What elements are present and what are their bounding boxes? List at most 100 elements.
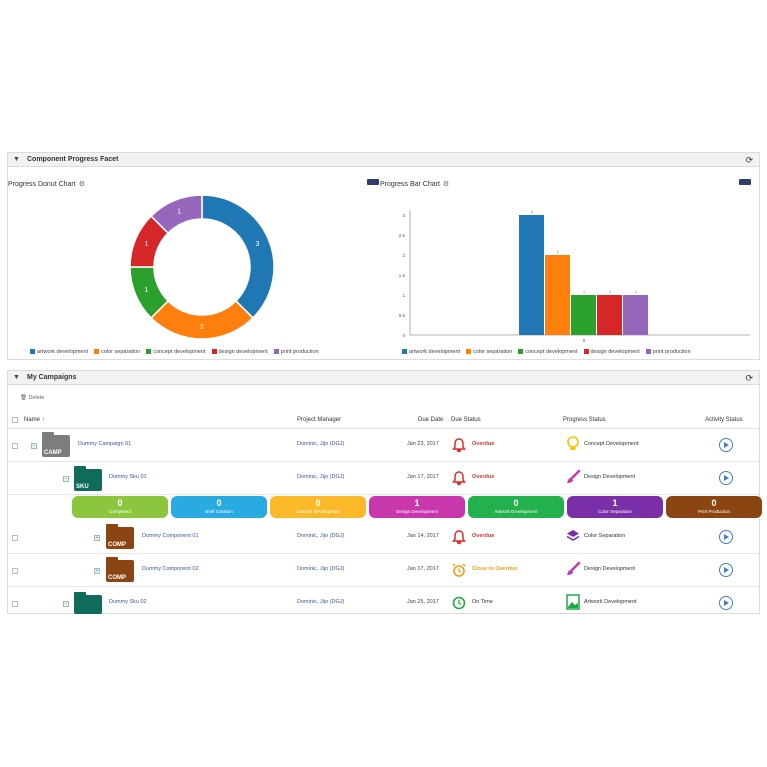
- table-row[interactable]: − SKU Dummy Sku 01 Dominic, Jijo (DGJ) J…: [8, 462, 759, 495]
- donut-slice-color-separation[interactable]: [150, 299, 254, 340]
- legend-item[interactable]: color separation: [466, 349, 512, 355]
- row-checkbox[interactable]: [12, 568, 18, 574]
- bar-concept-development[interactable]: [571, 295, 596, 335]
- row-name-link[interactable]: Dummy Sku 02: [109, 599, 147, 605]
- legend-item[interactable]: design development: [583, 349, 640, 355]
- legend-item[interactable]: artwork development: [402, 349, 460, 355]
- due-date: Jan 23, 2017: [407, 441, 439, 447]
- column-name[interactable]: Name ↑: [24, 417, 45, 423]
- column-project-manager[interactable]: Project Manager: [297, 417, 342, 423]
- panel-title: My Campaigns: [27, 374, 77, 381]
- y-tick-label: 0: [402, 333, 405, 338]
- donut-chart: 3 2 1 1 1: [129, 195, 275, 340]
- project-manager-link[interactable]: Dominic, Jijo (DGJ): [297, 599, 345, 605]
- legend-item[interactable]: design development: [211, 349, 268, 355]
- collapse-row-icon[interactable]: −: [31, 443, 37, 449]
- folder-label: CAMP: [44, 450, 62, 456]
- refresh-icon[interactable]: ⟳: [745, 155, 753, 165]
- legend-item[interactable]: print production: [273, 349, 319, 355]
- pill-count: 1: [414, 498, 420, 508]
- play-activity-icon[interactable]: [719, 471, 733, 485]
- bar-print-production[interactable]: [623, 295, 648, 335]
- legend-item[interactable]: color separation: [94, 349, 140, 355]
- column-progress-status[interactable]: Progress Status: [563, 417, 606, 423]
- bar-value-label: 1: [635, 289, 638, 294]
- refresh-icon[interactable]: ⟳: [745, 373, 753, 383]
- pill-label: Design Development: [396, 509, 438, 514]
- progress-pill-artwork-development[interactable]: 0 Artwork Development: [468, 496, 564, 518]
- due-status: Overdue: [472, 533, 495, 539]
- campaign-folder-icon: CAMP: [42, 432, 70, 457]
- y-tick-label: 2: [402, 253, 405, 258]
- project-manager-link[interactable]: Dominic, Jijo (DGJ): [297, 533, 345, 539]
- table-row[interactable]: − Dummy Sku 02 Dominic, Jijo (DGJ) Jan 2…: [8, 587, 759, 614]
- project-manager-link[interactable]: Dominic, Jijo (DGJ): [297, 566, 345, 572]
- collapse-caret-icon[interactable]: ▼: [13, 374, 20, 381]
- paintbrush-icon: [567, 469, 581, 483]
- collapse-caret-icon[interactable]: ▼: [13, 156, 20, 163]
- sku-folder-icon: [74, 592, 102, 614]
- legend-item[interactable]: concept development: [146, 349, 206, 355]
- legend-item[interactable]: print production: [645, 349, 691, 355]
- select-all-checkbox[interactable]: [12, 417, 18, 423]
- column-activity-status[interactable]: Activity Status: [705, 417, 743, 423]
- panel-header: ▼ My Campaigns ⟳: [8, 371, 759, 385]
- bar-chart-title-text: Progress Bar Chart: [380, 181, 440, 188]
- table-row[interactable]: + COMP Dummy Component 02 Dominic, Jijo …: [8, 554, 759, 587]
- due-date: Jan 17, 2017: [407, 566, 439, 572]
- gear-icon[interactable]: ⚙: [442, 181, 450, 188]
- legend-label: design development: [218, 349, 268, 355]
- collapse-row-icon[interactable]: −: [63, 476, 69, 482]
- progress-pill-design-development[interactable]: 1 Design Development: [369, 496, 465, 518]
- sort-up-icon[interactable]: ↑: [41, 417, 45, 423]
- collapse-row-icon[interactable]: −: [63, 601, 69, 607]
- gear-icon[interactable]: ⚙: [78, 181, 85, 188]
- progress-pill-completed[interactable]: 0 Completed: [72, 496, 168, 518]
- progress-pill-color-separation[interactable]: 1 Color Separation: [567, 496, 663, 518]
- bell-icon: [452, 471, 466, 486]
- chart-toggle-icon[interactable]: [367, 179, 379, 185]
- expand-row-icon[interactable]: +: [94, 535, 100, 541]
- y-tick-label: 1.5: [399, 273, 406, 278]
- column-due-status[interactable]: Due Status: [451, 417, 481, 423]
- bar-color-separation[interactable]: [545, 255, 570, 335]
- bar-design-development[interactable]: [597, 295, 622, 335]
- row-checkbox[interactable]: [12, 443, 18, 449]
- pill-label: Brief Creation: [205, 509, 233, 514]
- row-name-link[interactable]: Dummy Component 02: [142, 566, 199, 572]
- legend-label: print production: [280, 349, 319, 355]
- play-activity-icon[interactable]: [719, 530, 733, 544]
- column-due-date[interactable]: Due Date: [418, 417, 444, 423]
- donut-slice-label: 1: [177, 209, 181, 216]
- row-name-link[interactable]: Dummy Component 01: [142, 533, 199, 539]
- legend-label: artwork development: [37, 349, 89, 355]
- play-activity-icon[interactable]: [719, 563, 733, 577]
- play-activity-icon[interactable]: [719, 438, 733, 452]
- table-row[interactable]: + COMP Dummy Component 01 Dominic, Jijo …: [8, 521, 759, 554]
- progress-pill-print-production[interactable]: 0 Print Production: [666, 496, 762, 518]
- progress-pill-concept-development[interactable]: 0 Concept Development: [270, 496, 366, 518]
- donut-slice-artwork-development[interactable]: [201, 195, 275, 319]
- row-name-link[interactable]: Dummy Sku 01: [109, 474, 147, 480]
- donut-slice-print-production[interactable]: [150, 195, 203, 235]
- row-checkbox[interactable]: [12, 535, 18, 541]
- legend-item[interactable]: artwork development: [30, 349, 88, 355]
- play-activity-icon[interactable]: [719, 596, 733, 610]
- bar-artwork-development[interactable]: [519, 215, 544, 335]
- trash-icon: 🗑: [20, 395, 27, 401]
- pill-count: 0: [315, 498, 321, 508]
- delete-button[interactable]: 🗑 Delete: [20, 395, 44, 401]
- progress-status: Color Separation: [584, 533, 626, 539]
- row-checkbox[interactable]: [12, 601, 18, 607]
- expand-row-icon[interactable]: +: [94, 568, 100, 574]
- sku-folder-icon: SKU: [74, 466, 102, 491]
- row-name-link[interactable]: Dummy Campaign 01: [78, 441, 132, 447]
- export-icon[interactable]: [739, 179, 751, 185]
- table-row[interactable]: − CAMP Dummy Campaign 01 Dominic, Jijo (…: [8, 429, 759, 462]
- legend-item[interactable]: concept development: [518, 349, 578, 355]
- progress-status: Concept Development: [584, 441, 639, 447]
- progress-pill-brief-creation[interactable]: 0 Brief Creation: [171, 496, 267, 518]
- folder-label: SKU: [76, 484, 89, 490]
- project-manager-link[interactable]: Dominic, Jijo (DGJ): [297, 441, 345, 447]
- project-manager-link[interactable]: Dominic, Jijo (DGJ): [297, 474, 345, 480]
